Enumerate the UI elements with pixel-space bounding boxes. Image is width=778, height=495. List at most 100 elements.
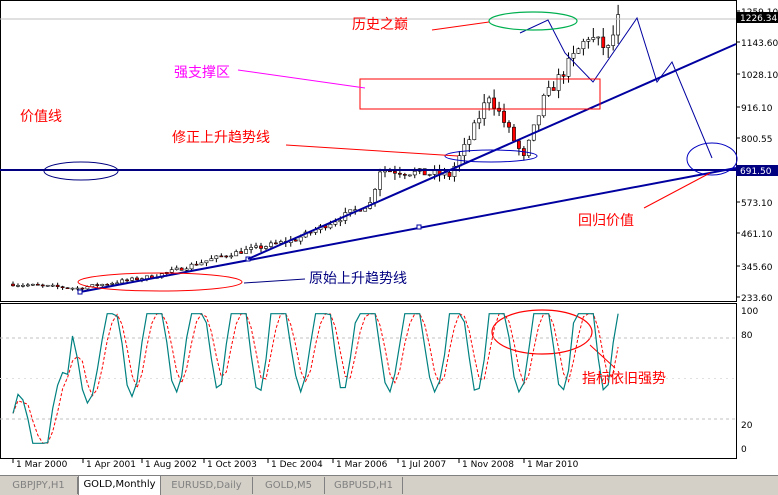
corrected-trend-ellipse <box>444 149 538 163</box>
candle-down-body <box>60 286 65 289</box>
tab-gbpjpy-h1[interactable]: GBPJPY,H1 <box>0 477 78 494</box>
candle-up-body <box>298 236 303 242</box>
candle <box>95 282 100 289</box>
tab-gold-m5[interactable]: GOLD,M5 <box>253 477 325 494</box>
candle <box>259 242 263 253</box>
candle-up-body <box>407 174 412 177</box>
candle-up-body <box>452 165 457 177</box>
annotation-original-uptrend: 原始上升趋势线 <box>309 271 407 287</box>
candle <box>70 287 75 291</box>
candle <box>402 172 407 180</box>
candle <box>35 282 40 286</box>
date-axis-ticks <box>12 459 525 463</box>
osc-label-20: 20 <box>741 421 753 431</box>
candle <box>378 168 382 197</box>
candle <box>502 103 506 128</box>
candle <box>244 245 249 254</box>
tab-eurusd-daily[interactable]: EURUSD,Daily <box>161 477 253 494</box>
original-uptrend-line <box>79 167 737 293</box>
candle <box>407 174 412 177</box>
gold-monthly-chart[interactable]: 1259.10 1143.60 1028.10 916.10 800.55 68… <box>0 0 778 475</box>
candle-up-body <box>571 53 576 59</box>
annotation-strong-support: 强支撑区 <box>174 65 230 81</box>
candle-down-body <box>259 245 263 249</box>
candle-down-body <box>497 107 501 112</box>
candle-up-body <box>234 251 239 257</box>
candle-up-body <box>269 242 273 247</box>
candle-up-body <box>581 41 586 50</box>
candle <box>616 4 621 44</box>
date-label-8: 1 Mar 2010 <box>527 460 579 470</box>
candle <box>551 81 556 91</box>
candle-up-body <box>576 48 581 54</box>
candle-down-body <box>239 251 244 254</box>
candle-up-body <box>130 277 134 281</box>
candle-up-body <box>606 45 611 48</box>
candle <box>179 267 184 271</box>
candle-down-body <box>219 255 224 258</box>
candle-down-body <box>105 283 110 286</box>
candle-up-body <box>338 220 343 223</box>
candle-down-body <box>447 172 452 177</box>
oscillator-main-line <box>12 313 619 444</box>
candle-up-body <box>556 74 561 91</box>
candle-down-body <box>55 284 60 287</box>
original-uptrend-anchor-c <box>416 224 422 230</box>
candle-down-body <box>273 242 278 245</box>
candle <box>100 283 105 287</box>
candle <box>278 239 283 245</box>
candle-down-body <box>125 279 129 282</box>
candle-up-body <box>472 122 477 140</box>
candle-up-body <box>487 97 492 104</box>
original-trend-ellipse <box>77 272 243 292</box>
candle <box>566 52 571 83</box>
candle <box>60 285 65 290</box>
candle <box>194 261 199 266</box>
candle-down-body <box>179 267 184 271</box>
candle <box>591 28 596 43</box>
price-label-6: 573.10 <box>741 199 773 209</box>
osc-label-80: 80 <box>741 331 753 341</box>
value-line-ellipse <box>43 161 119 181</box>
candle <box>462 137 467 164</box>
osc-label-100: 100 <box>741 307 758 317</box>
annotation-return-to-value: 回归价值 <box>578 212 634 229</box>
candle-up-body <box>16 285 20 287</box>
projection-path <box>519 16 713 159</box>
candle-up-body <box>596 36 601 39</box>
candle <box>174 265 179 271</box>
date-axis: 1 Mar 2000 1 Apr 2001 1 Aug 2002 1 Oct 2… <box>16 460 579 470</box>
candle-up-body <box>462 144 467 156</box>
date-label-2: 1 Aug 2002 <box>145 460 197 470</box>
strong-support-pointer <box>237 69 366 89</box>
oscillator-signal-line <box>12 312 619 444</box>
candle <box>517 139 521 156</box>
candle <box>507 120 511 133</box>
candle <box>546 80 551 97</box>
candle <box>273 239 278 245</box>
candle <box>65 287 70 290</box>
candle <box>427 173 432 177</box>
candle-up-body <box>115 282 120 285</box>
candle <box>487 95 492 111</box>
candle <box>492 89 497 116</box>
candle-down-body <box>95 284 100 286</box>
candle <box>21 283 25 288</box>
candle-down-body <box>561 74 566 77</box>
oscillator <box>0 312 736 444</box>
candle <box>209 255 214 262</box>
tab-gold-monthly[interactable]: GOLD,Monthly <box>78 476 161 495</box>
candle-up-body <box>432 170 437 175</box>
candle <box>224 255 229 259</box>
tab-gbpusd-h1[interactable]: GBPUSD,H1 <box>325 477 403 494</box>
candle-down-body <box>397 172 402 175</box>
oscillator-panel-frame <box>0 303 737 459</box>
candle <box>11 281 15 287</box>
candle-up-body <box>50 284 55 287</box>
candle <box>45 284 50 287</box>
price-panel-frame <box>0 0 737 302</box>
candle-up-body <box>427 174 432 176</box>
candle <box>561 71 566 84</box>
candle-up-body <box>611 34 616 46</box>
